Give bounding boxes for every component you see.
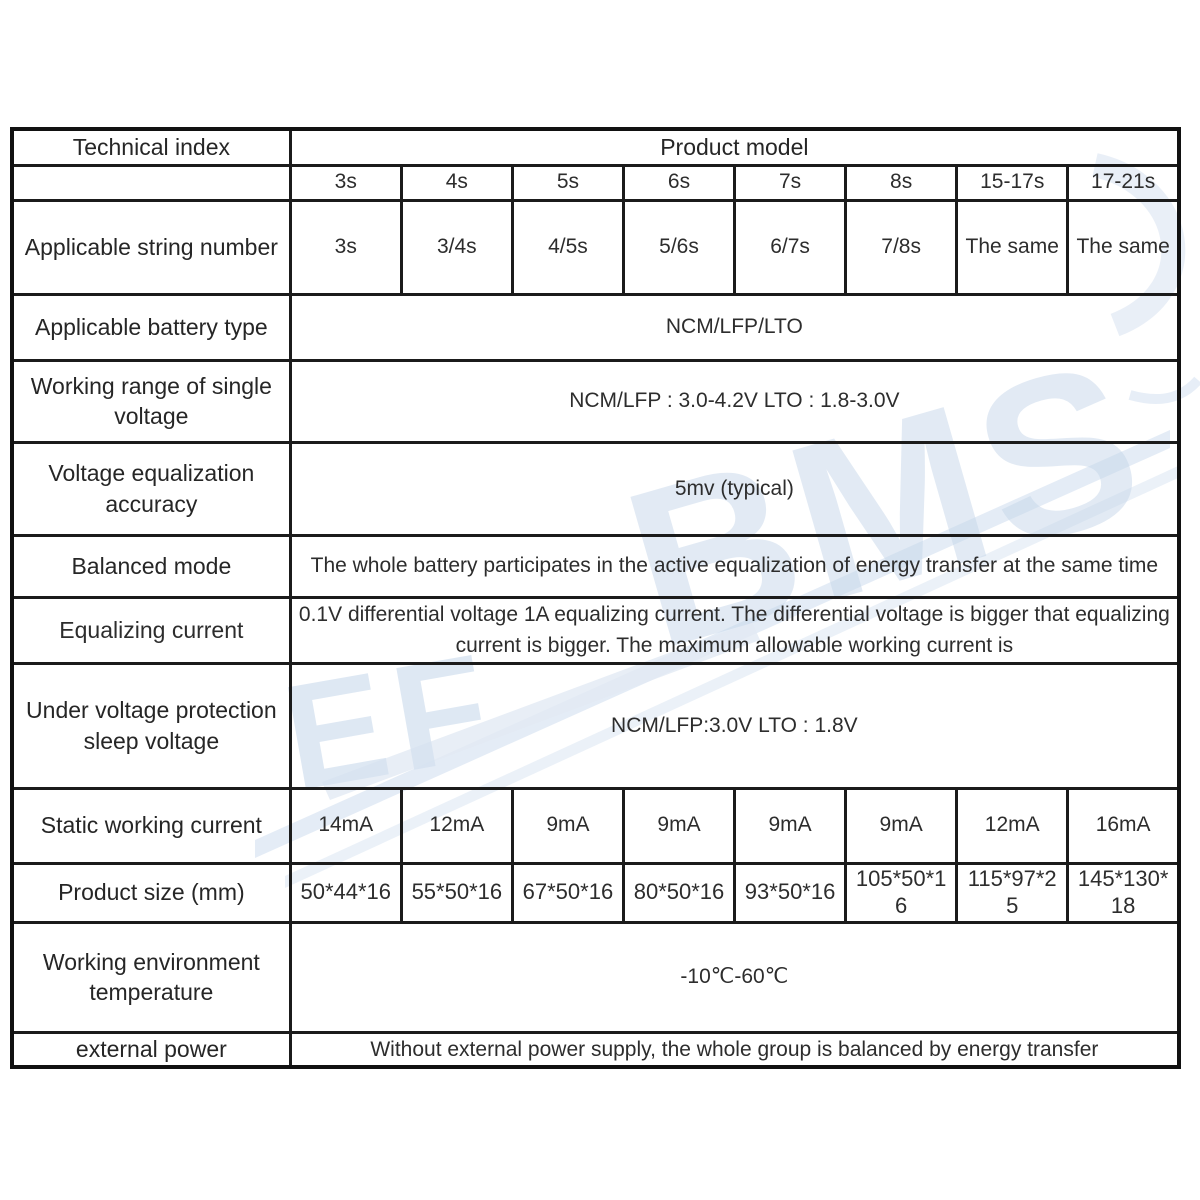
cell-value: 12mA xyxy=(955,786,1070,865)
model-cell: 15-17s xyxy=(955,163,1070,202)
cell-value: 3s xyxy=(288,198,403,296)
model-cell: 17-21s xyxy=(1066,163,1181,202)
cell-value: 14mA xyxy=(288,786,403,865)
cell-value: NCM/LFP : 3.0-4.2V LTO : 1.8-3.0V xyxy=(288,358,1181,444)
table-row: Balanced mode The whole battery particip… xyxy=(10,533,1181,599)
cell-value: 9mA xyxy=(844,786,959,865)
model-cell: 4s xyxy=(399,163,514,202)
row-label: Working range of single voltage xyxy=(10,358,292,444)
table-row: external power Without external power su… xyxy=(10,1030,1181,1069)
row-label: Working environment temperature xyxy=(10,920,292,1034)
model-cell: 8s xyxy=(844,163,959,202)
cell-value: 0.1V differential voltage 1A equalizing … xyxy=(288,595,1181,665)
cell-value: 3/4s xyxy=(399,198,514,296)
table-row: Product size (mm) 50*44*16 55*50*16 67*5… xyxy=(10,861,1181,924)
cell-value: 12mA xyxy=(399,786,514,865)
cell-value: 115*97*25 xyxy=(955,861,1070,924)
cell-value: NCM/LFP/LTO xyxy=(288,292,1181,362)
cell-value: 4/5s xyxy=(510,198,625,296)
table-row: Applicable string number 3s 3/4s 4/5s 5/… xyxy=(10,198,1181,296)
table-row: Voltage equalization accuracy 5mv (typic… xyxy=(10,440,1181,537)
cell-value: -10℃-60℃ xyxy=(288,920,1181,1034)
row-label: Applicable battery type xyxy=(10,292,292,362)
table-row: Static working current 14mA 12mA 9mA 9mA… xyxy=(10,786,1181,865)
table-row: Working environment temperature -10℃-60℃ xyxy=(10,920,1181,1034)
table-row: Equalizing current 0.1V differential vol… xyxy=(10,595,1181,665)
table-row: Working range of single voltage NCM/LFP … xyxy=(10,358,1181,444)
cell-value: 5/6s xyxy=(621,198,737,296)
model-row: 3s 4s 5s 6s 7s 8s 15-17s 17-21s xyxy=(10,163,1181,202)
row-label: Under voltage protection sleep voltage xyxy=(10,661,292,790)
cell-value: The same xyxy=(955,198,1070,296)
cell-value: The whole battery participates in the ac… xyxy=(288,533,1181,599)
row-label: Applicable string number xyxy=(10,198,292,296)
cell-value: 55*50*16 xyxy=(399,861,514,924)
header-row: Technical index Product model xyxy=(10,127,1181,167)
spec-table: Technical index Product model 3s 4s 5s 6… xyxy=(10,127,1181,1069)
model-cell: 3s xyxy=(288,163,403,202)
cell-value: 67*50*16 xyxy=(510,861,625,924)
cell-value: NCM/LFP:3.0V LTO : 1.8V xyxy=(288,661,1181,790)
header-technical-index: Technical index xyxy=(10,127,292,167)
cell-value: 7/8s xyxy=(844,198,959,296)
empty-header-cell xyxy=(10,163,292,202)
row-label: Static working current xyxy=(10,786,292,865)
cell-value: 9mA xyxy=(510,786,625,865)
cell-value: 9mA xyxy=(621,786,737,865)
row-label: Voltage equalization accuracy xyxy=(10,440,292,537)
cell-value: 50*44*16 xyxy=(288,861,403,924)
cell-value: 16mA xyxy=(1066,786,1181,865)
cell-value: 145*130*18 xyxy=(1066,861,1181,924)
cell-value: 93*50*16 xyxy=(733,861,848,924)
model-cell: 5s xyxy=(510,163,625,202)
header-product-model: Product model xyxy=(288,127,1181,167)
row-label: Balanced mode xyxy=(10,533,292,599)
model-cell: 7s xyxy=(733,163,848,202)
model-cell: 6s xyxy=(621,163,737,202)
table-row: Under voltage protection sleep voltage N… xyxy=(10,661,1181,790)
row-label: Product size (mm) xyxy=(10,861,292,924)
cell-value: 80*50*16 xyxy=(621,861,737,924)
row-label: external power xyxy=(10,1030,292,1069)
cell-value: 9mA xyxy=(733,786,848,865)
cell-value: 105*50*16 xyxy=(844,861,959,924)
cell-value: The same xyxy=(1066,198,1181,296)
cell-value: 5mv (typical) xyxy=(288,440,1181,537)
cell-value: 6/7s xyxy=(733,198,848,296)
table-row: Applicable battery type NCM/LFP/LTO xyxy=(10,292,1181,362)
row-label: Equalizing current xyxy=(10,595,292,665)
cell-value: Without external power supply, the whole… xyxy=(288,1030,1181,1069)
